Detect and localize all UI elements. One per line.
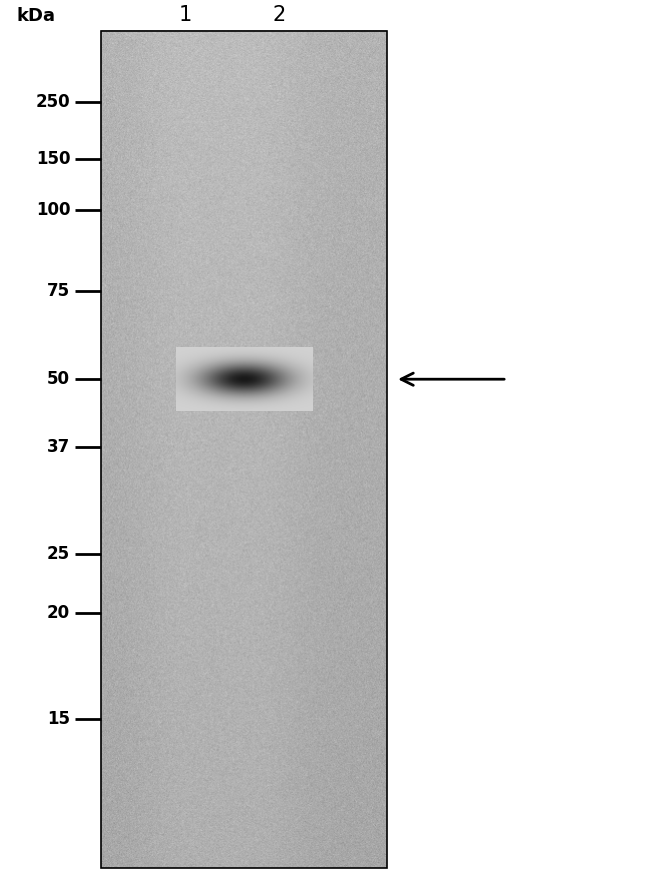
Text: 50: 50 — [47, 370, 70, 388]
Text: 75: 75 — [47, 282, 70, 299]
Text: 25: 25 — [47, 545, 70, 563]
Text: 100: 100 — [36, 201, 70, 219]
Text: 250: 250 — [36, 93, 70, 111]
Bar — [101, 31, 387, 868]
Text: 2: 2 — [273, 4, 286, 25]
Text: 20: 20 — [47, 604, 70, 622]
Text: 37: 37 — [47, 439, 70, 456]
Text: 15: 15 — [47, 711, 70, 728]
Text: 150: 150 — [36, 151, 70, 168]
Text: 1: 1 — [179, 4, 192, 25]
Text: kDa: kDa — [16, 7, 55, 25]
